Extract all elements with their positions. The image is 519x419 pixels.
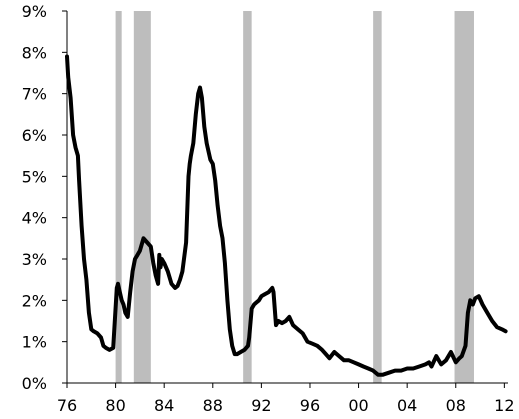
y-tick-label-6: 6% [22, 126, 47, 145]
x-tick-label-7: 04 [397, 396, 417, 415]
x-tick-label-3: 88 [203, 396, 223, 415]
x-tick-label-8: 08 [446, 396, 466, 415]
recession-band-1 [115, 11, 122, 383]
y-tick-label-0: 0% [22, 374, 47, 393]
x-tick-label-2: 84 [154, 396, 174, 415]
y-tick-label-1: 1% [22, 333, 47, 352]
x-tick-label-5: 96 [300, 396, 320, 415]
series-line-1 [65, 54, 508, 377]
axes [62, 10, 508, 388]
x-tick-label-1: 80 [105, 396, 125, 415]
recession-bands [115, 11, 474, 383]
y-tick-label-9: 9% [22, 2, 47, 21]
x-tick-labels: 76 80 84 88 92 96 00 04 08 12 [57, 396, 515, 415]
x-tick-label-6: 00 [348, 396, 368, 415]
x-tick-label-0: 76 [57, 396, 77, 415]
y-tick-label-2: 2% [22, 291, 47, 310]
series-layer [65, 54, 508, 377]
x-tick-label-4: 92 [251, 396, 271, 415]
y-tick-label-8: 8% [22, 43, 47, 62]
y-tick-label-3: 3% [22, 250, 47, 269]
y-tick-label-4: 4% [22, 209, 47, 228]
recession-band-2 [133, 11, 151, 383]
recession-band-3 [243, 11, 252, 383]
x-tick-label-9: 12 [494, 396, 514, 415]
recession-band-5 [454, 11, 474, 383]
recession-band-4 [373, 11, 382, 383]
y-tick-labels: 0% 1% 2% 3% 4% 5% 6% 7% 8% 9% [22, 2, 47, 393]
y-tick-label-5: 5% [22, 167, 47, 186]
y-tick-label-7: 7% [22, 85, 47, 104]
